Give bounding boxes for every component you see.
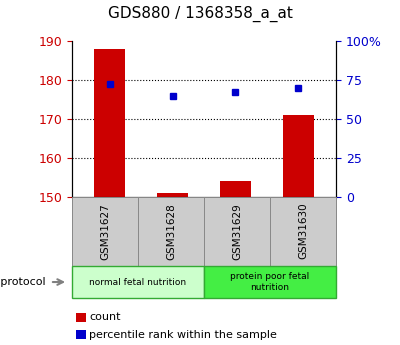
Text: percentile rank within the sample: percentile rank within the sample <box>89 330 277 339</box>
Bar <box>138 197 204 266</box>
Text: GSM31628: GSM31628 <box>166 203 176 259</box>
Bar <box>204 266 336 298</box>
Text: protein poor fetal
nutrition: protein poor fetal nutrition <box>230 272 310 292</box>
Bar <box>270 197 336 266</box>
Bar <box>220 181 251 197</box>
Text: growth protocol: growth protocol <box>0 277 46 287</box>
Text: GSM31627: GSM31627 <box>100 203 110 259</box>
Bar <box>72 197 138 266</box>
Text: GDS880 / 1368358_a_at: GDS880 / 1368358_a_at <box>108 6 292 22</box>
Bar <box>72 266 204 298</box>
Bar <box>204 197 270 266</box>
Text: normal fetal nutrition: normal fetal nutrition <box>90 277 186 287</box>
Text: GSM31630: GSM31630 <box>298 203 308 259</box>
Text: GSM31629: GSM31629 <box>232 203 242 259</box>
Bar <box>76 313 86 322</box>
Bar <box>94 49 126 197</box>
Bar <box>157 193 188 197</box>
Bar <box>76 330 86 339</box>
Text: count: count <box>89 313 121 322</box>
Bar <box>282 115 314 197</box>
